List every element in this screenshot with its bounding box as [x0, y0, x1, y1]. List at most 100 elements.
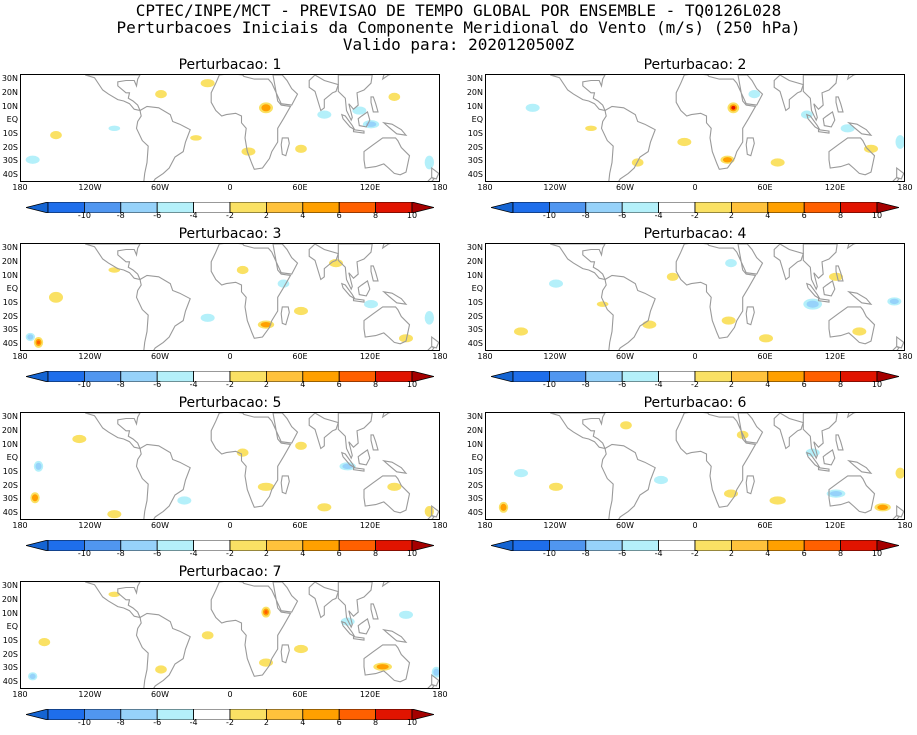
coastline: [352, 636, 365, 641]
coastline: [363, 644, 411, 683]
lon-tick-label: 60W: [615, 352, 635, 361]
coastline: [340, 113, 356, 131]
perturbation-contour: [108, 267, 121, 273]
lat-tick-label: 30N: [1, 581, 18, 591]
perturbation-contour: [852, 327, 867, 336]
lon-tick-label: 180: [477, 521, 493, 530]
coastline: [896, 504, 904, 518]
lon-tick-label: 60W: [150, 352, 170, 361]
lon-tick-label: 180: [897, 352, 913, 361]
coastline: [427, 683, 435, 688]
coastline: [370, 96, 379, 113]
perturbation-contour: [261, 104, 271, 112]
perturbation-contour: [236, 448, 249, 457]
coastline: [337, 582, 373, 629]
coastline: [135, 612, 191, 688]
colorbar-tick-label: -2: [226, 718, 234, 727]
coastline: [600, 443, 656, 519]
lat-tick-label: EQ: [6, 284, 18, 294]
colorbar-tick-label: 10: [871, 380, 883, 389]
coastline: [337, 413, 373, 460]
coastline: [280, 137, 290, 157]
colorbar-tick-label: -4: [654, 211, 663, 220]
colorbar-tick-label: 8: [838, 380, 844, 389]
colorbar-segment: [490, 370, 514, 383]
perturbation-contour: [49, 291, 63, 303]
lon-tick-label: 180: [432, 352, 448, 361]
perturbation-contour: [257, 482, 275, 491]
lat-tick-label: 10S: [467, 298, 483, 308]
lon-tick-label: 120W: [543, 183, 567, 192]
coastline: [357, 280, 371, 297]
colorbar-segment: [490, 539, 514, 552]
colorbar-tick-label: -10: [77, 718, 91, 727]
colorbar-tick-label: 4: [765, 549, 771, 558]
colorbar-tick-label: 4: [765, 380, 771, 389]
colorbar-tick-label: 2: [728, 211, 734, 220]
lon-tick-label: 0: [227, 690, 233, 699]
coastline: [381, 582, 391, 588]
lat-tick-label: 20S: [2, 480, 18, 490]
coastline: [835, 265, 844, 282]
panel-title: Perturbacao: 6: [643, 395, 747, 411]
perturbation-contour: [155, 90, 167, 99]
colorbar-tick-label: 6: [801, 549, 807, 558]
perturbation-contour: [596, 301, 609, 307]
colorbar-tick-label: 6: [801, 211, 807, 220]
colorbar: [25, 705, 435, 721]
coastline: [210, 413, 299, 508]
colorbar-tick-label: -8: [116, 718, 125, 727]
coastline: [892, 514, 900, 519]
colorbar-segment: [25, 708, 49, 721]
colorbar-tick-label: 2: [263, 718, 269, 727]
coastline: [308, 582, 340, 619]
coastline: [835, 434, 844, 451]
perturbation-contour: [190, 135, 202, 141]
coastline: [210, 75, 299, 170]
perturbation-contour: [295, 144, 307, 153]
lon-tick-label: 120W: [543, 521, 567, 530]
map-panel-5: Perturbacao: 5 30N 20N 10N EQ 10S 20S 30S 40S 180…: [0, 396, 452, 566]
lon-tick-label: 0: [692, 352, 698, 361]
lat-tick-label: 30N: [1, 243, 18, 253]
lat-tick-label: 10S: [2, 636, 18, 646]
colorbar-tick-label: -8: [581, 211, 590, 220]
perturbation-contour: [200, 79, 215, 88]
colorbar-tick-label: -6: [618, 211, 627, 220]
lon-tick-label: 0: [227, 352, 233, 361]
lat-tick-label: 10S: [467, 129, 483, 139]
lon-tick-label: 120W: [78, 521, 102, 530]
coastline: [431, 335, 439, 349]
coastline: [337, 244, 373, 291]
colorbar-tick-label: 2: [728, 380, 734, 389]
lat-tick-label: EQ: [471, 453, 483, 463]
lat-tick-label: 30N: [466, 243, 483, 253]
perturbation-contour: [806, 300, 819, 308]
coastline: [846, 121, 873, 136]
perturbation-contour: [108, 125, 121, 132]
colorbar-tick-label: 4: [300, 549, 306, 558]
coastline: [431, 166, 439, 180]
colorbar-tick-label: -10: [77, 380, 91, 389]
perturbation-contour: [317, 503, 332, 512]
panel-title: Perturbacao: 7: [178, 564, 282, 580]
colorbar-tick-label: 8: [373, 380, 379, 389]
colorbar-tick-label: 4: [300, 380, 306, 389]
perturbation-contour: [770, 158, 785, 167]
header-line-3: Valido para: 2020120500Z: [342, 35, 575, 54]
coastline: [85, 75, 141, 112]
map-area: [20, 243, 440, 351]
colorbar-tick-label: -2: [691, 380, 699, 389]
colorbar-tick-label: -2: [226, 549, 234, 558]
colorbar-tick-label: -10: [542, 380, 556, 389]
map-area: [20, 412, 440, 520]
lat-tick-label: 40S: [2, 677, 18, 687]
perturbation-contour: [585, 125, 597, 132]
colorbar-segment: [411, 708, 435, 721]
lat-tick-label: 20N: [466, 426, 483, 436]
lon-tick-label: 60E: [292, 352, 308, 361]
map-area: [20, 581, 440, 689]
lat-tick-label: 10S: [2, 129, 18, 139]
colorbar-segment: [25, 539, 49, 552]
colorbar-segment: [411, 370, 435, 383]
